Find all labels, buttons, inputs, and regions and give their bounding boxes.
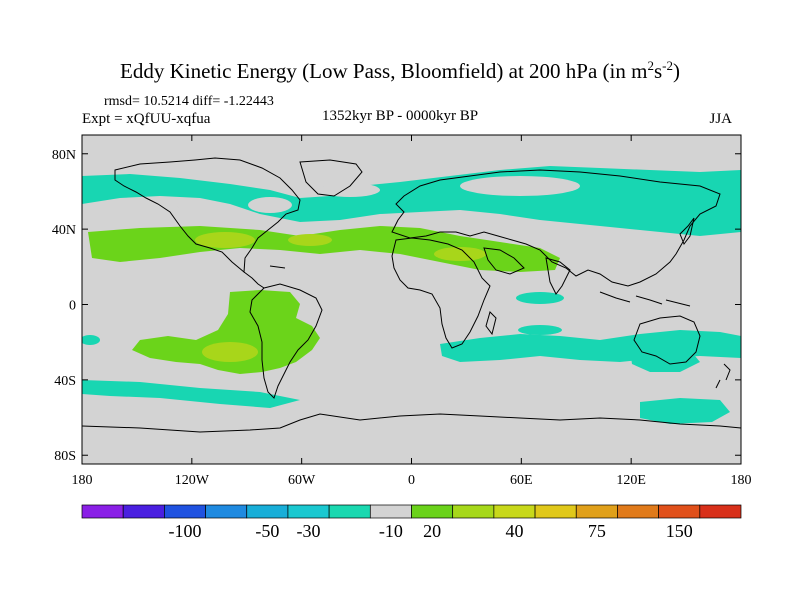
field-cyan-sh-atlantic (82, 380, 300, 408)
latitude-axis: 80N 40N 0 40S 80S (52, 148, 741, 464)
colorbar-swatch (493, 504, 536, 519)
field-gray-hole (248, 197, 292, 213)
field-cyan-patch (516, 292, 564, 304)
coastline-japan (679, 217, 695, 246)
coastline-australia (633, 315, 701, 365)
coastline-antarctica (82, 413, 741, 433)
longitude-axis: 180 120W 60W 0 60E 120E 180 (72, 135, 752, 488)
coastline-africa (391, 237, 491, 349)
lat-label: 80S (54, 449, 76, 464)
coastline-central-america (243, 265, 286, 289)
colorbar-label: -30 (297, 521, 321, 541)
anomaly-field (82, 166, 741, 424)
colorbar-swatch (246, 504, 289, 519)
field-green-sh-pacific (132, 290, 320, 374)
lat-label: 0 (69, 299, 76, 314)
chart-title: Eddy Kinetic Energy (Low Pass, Bloomfiel… (120, 58, 680, 83)
field-gray-hole (460, 176, 580, 196)
field-gray-hole (320, 183, 380, 197)
colorbar: -100 -50 -30 -10 20 40 75 150 (81, 504, 742, 541)
colorbar-swatch (122, 504, 165, 519)
colorbar-swatch (452, 504, 495, 519)
lat-label: 80N (52, 148, 76, 163)
statistics-label: rmsd= 10.5214 diff= -1.22443 (104, 94, 274, 109)
coastline-indonesia (599, 291, 691, 307)
lat-label: 40N (52, 223, 76, 238)
field-cyan-patch (82, 335, 100, 345)
field-cyan-patch (518, 325, 562, 335)
colorbar-swatch (81, 504, 124, 519)
coastline-eurasia (391, 169, 721, 287)
lon-label: 180 (731, 473, 752, 488)
coastline-new-zealand (715, 363, 731, 389)
coastline-greenland (299, 159, 363, 197)
colorbar-swatch (575, 504, 618, 519)
experiment-label: Expt = xQfUU-xqfua (82, 111, 211, 127)
colorbar-swatch (617, 504, 659, 519)
colorbar-swatch (328, 504, 371, 519)
colorbar-swatch (699, 504, 742, 519)
coastlines (82, 157, 741, 433)
field-yellowgreen-patch (288, 234, 332, 246)
field-yellowgreen-patch (434, 247, 486, 261)
colorbar-swatch (369, 504, 412, 519)
colorbar-label: -50 (255, 521, 279, 541)
lon-label: 180 (72, 473, 93, 488)
colorbar-swatch (658, 504, 701, 519)
colorbar-label: 75 (588, 521, 606, 541)
colorbar-label: 40 (505, 521, 523, 541)
colorbar-label: -100 (168, 521, 201, 541)
colorbar-label: 150 (666, 521, 693, 541)
period-label: 1352kyr BP - 0000kyr BP (321, 108, 479, 124)
colorbar-swatch (534, 504, 577, 519)
lon-label: 60W (288, 473, 316, 488)
lon-label: 120W (175, 473, 210, 488)
field-cyan-sh-pacific (640, 398, 730, 424)
colorbar-label: 20 (423, 521, 441, 541)
colorbar-label: -10 (379, 521, 403, 541)
coastline-arabia (483, 247, 525, 275)
field-yellowgreen-patch (195, 232, 255, 248)
colorbar-swatch (164, 504, 206, 519)
coastline-madagascar (485, 311, 497, 336)
lon-label: 60E (510, 473, 533, 488)
field-cyan-sh-oceania (630, 344, 700, 372)
lon-label: 0 (408, 473, 415, 488)
colorbar-swatch (287, 504, 330, 519)
coastline-south-america (249, 283, 323, 399)
lat-label: 40S (54, 374, 76, 389)
field-gray-hole (100, 200, 180, 220)
coastline-north-america (114, 157, 301, 274)
colorbar-swatch (205, 504, 248, 519)
lon-label: 120E (616, 473, 646, 488)
field-yellowgreen-patch (202, 342, 258, 362)
season-label: JJA (709, 111, 732, 127)
colorbar-swatch (411, 504, 454, 519)
coastline-india (545, 257, 571, 295)
